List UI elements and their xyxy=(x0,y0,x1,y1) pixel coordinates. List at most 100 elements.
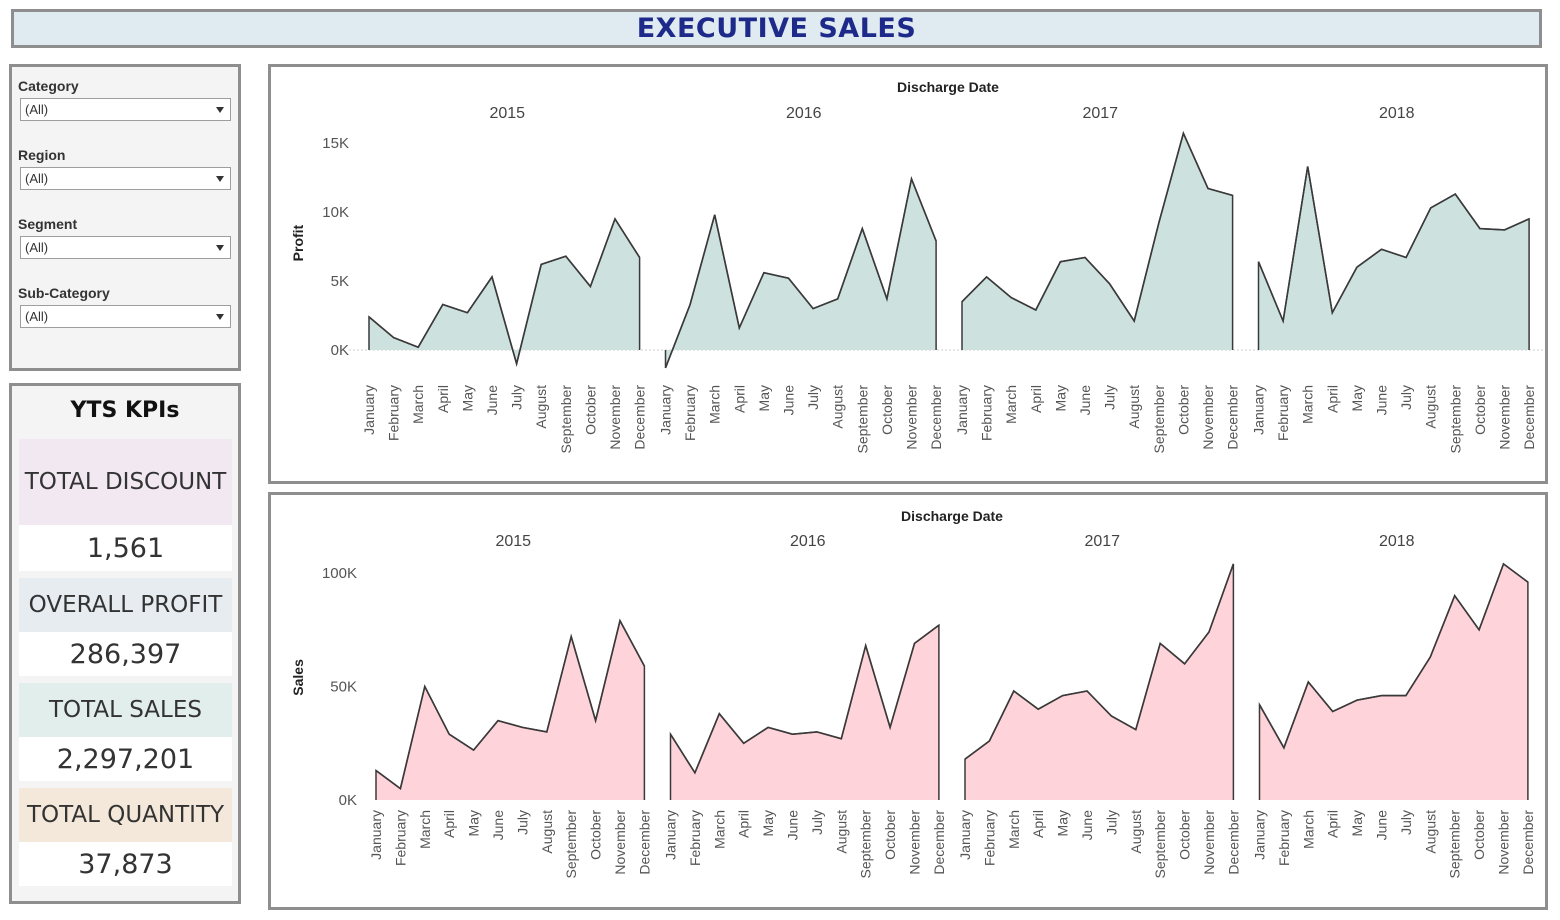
x-tick-label: December xyxy=(1521,385,1537,450)
x-tick-label: October xyxy=(1471,810,1487,860)
x-tick-label: March xyxy=(417,810,433,849)
kpi-panel-title: YTS KPIs xyxy=(70,398,180,423)
filter-region-select[interactable]: (All) xyxy=(20,167,231,190)
x-tick-label: May xyxy=(1052,385,1068,411)
filter-label-category: Category xyxy=(18,78,79,94)
chart-header-title: Discharge Date xyxy=(897,79,999,95)
x-tick-label: July xyxy=(1103,810,1119,835)
x-tick-label: February xyxy=(981,810,997,866)
year-header-2015: 2015 xyxy=(489,105,525,122)
x-tick-label: April xyxy=(1324,385,1340,413)
x-tick-label: November xyxy=(907,810,923,875)
x-tick-label: February xyxy=(386,385,402,441)
x-tick-label: June xyxy=(484,385,500,416)
year-header-2017: 2017 xyxy=(1082,105,1118,122)
x-tick-label: February xyxy=(1275,385,1291,441)
x-tick-label: March xyxy=(711,810,727,849)
y-tick-label: 100K xyxy=(322,565,357,582)
sales-area-2018 xyxy=(1259,563,1528,800)
filter-label-sub-category: Sub-Category xyxy=(18,285,110,301)
x-tick-label: September xyxy=(1447,810,1463,879)
x-tick-label: January xyxy=(1251,385,1267,435)
x-tick-label: February xyxy=(392,810,408,866)
kpi-total-discount-label: TOTAL DISCOUNT xyxy=(19,439,232,525)
x-tick-label: May xyxy=(1055,810,1071,836)
dashboard-title-bar: EXECUTIVE SALES xyxy=(11,9,1542,48)
profit-chart-panel: Discharge Date Profit 0K 5K 10K 15K 2015 Januar… xyxy=(268,64,1548,484)
filter-segment-select[interactable]: (All) xyxy=(20,236,231,259)
x-tick-label: November xyxy=(1497,385,1513,450)
x-tick-label: July xyxy=(809,810,825,835)
sales-area-2016 xyxy=(670,625,939,800)
filter-category-value: (All) xyxy=(25,102,49,117)
x-tick-label: October xyxy=(879,385,895,435)
x-tick-label: March xyxy=(1300,810,1316,849)
x-tick-label: September xyxy=(1152,810,1168,879)
x-tick-label: September xyxy=(558,385,574,454)
sales-line-2016 xyxy=(669,624,940,775)
chevron-down-icon xyxy=(216,107,224,113)
filter-label-region: Region xyxy=(18,147,66,163)
kpi-total-quantity-label: TOTAL QUANTITY xyxy=(19,788,232,842)
x-tick-label: August xyxy=(533,385,549,429)
profit-area-2016 xyxy=(665,178,937,368)
x-tick-label: June xyxy=(1374,810,1390,841)
x-tick-label: October xyxy=(1175,385,1191,435)
x-tick-label: August xyxy=(830,385,846,429)
x-tick-label: August xyxy=(1126,385,1142,429)
chevron-down-icon xyxy=(216,245,224,251)
filter-panel: Category (All) Region (All) Segment (All… xyxy=(9,64,241,371)
y-axis-label: Profit xyxy=(290,224,306,261)
x-tick-label: September xyxy=(563,810,579,879)
kpi-panel: YTS KPIs TOTAL DISCOUNT 1,561 OVERALL PR… xyxy=(9,383,241,904)
profit-line-2017 xyxy=(961,130,1233,323)
x-tick-label: November xyxy=(612,810,628,875)
filter-category-select[interactable]: (All) xyxy=(20,98,231,121)
profit-line-2015 xyxy=(368,217,641,367)
x-tick-label: April xyxy=(441,810,457,838)
filter-label-segment: Segment xyxy=(18,216,78,232)
year-header-2018: 2018 xyxy=(1379,105,1415,122)
x-tick-label: April xyxy=(1325,810,1341,838)
x-tick-label: February xyxy=(687,810,703,866)
y-tick-label: 0K xyxy=(331,342,349,359)
kpi-total-quantity-value: 37,873 xyxy=(19,842,232,886)
sales-area-2017 xyxy=(965,563,1234,800)
x-tick-label: December xyxy=(632,385,648,450)
x-tick-label: December xyxy=(931,810,947,875)
x-tick-label: April xyxy=(435,385,451,413)
year-header-2017: 2017 xyxy=(1084,533,1120,550)
filter-sub-category-select[interactable]: (All) xyxy=(20,305,231,328)
profit-area-2015 xyxy=(369,218,640,364)
x-tick-label: September xyxy=(1447,385,1463,454)
x-tick-label: October xyxy=(882,810,898,860)
x-tick-label: January xyxy=(1252,810,1268,860)
x-tick-label: March xyxy=(1006,810,1022,849)
x-tick-label: May xyxy=(1349,385,1365,411)
x-tick-label: December xyxy=(1520,810,1536,875)
x-tick-label: May xyxy=(466,810,482,836)
x-tick-label: August xyxy=(833,810,849,854)
profit-line-2016 xyxy=(664,176,937,369)
x-tick-label: March xyxy=(707,385,723,424)
x-tick-label: June xyxy=(1077,385,1093,416)
sales-chart-panel: Discharge Date Sales 0K 50K 100K 2015 January F… xyxy=(268,492,1548,910)
x-tick-label: April xyxy=(1028,385,1044,413)
profit-area-2017 xyxy=(962,133,1233,350)
x-tick-label: March xyxy=(1300,385,1316,424)
x-tick-label: February xyxy=(682,385,698,441)
year-header-2015: 2015 xyxy=(495,533,531,550)
x-tick-label: January xyxy=(368,810,384,860)
x-tick-label: June xyxy=(1374,385,1390,416)
x-tick-label: January xyxy=(954,385,970,435)
x-tick-label: April xyxy=(1030,810,1046,838)
x-tick-label: October xyxy=(582,385,598,435)
x-tick-label: June xyxy=(1079,810,1095,841)
x-tick-label: January xyxy=(663,810,679,860)
x-tick-label: August xyxy=(1423,385,1439,429)
x-tick-label: March xyxy=(1003,385,1019,424)
x-tick-label: November xyxy=(1200,385,1216,450)
profit-line-2018 xyxy=(1257,166,1530,324)
x-tick-label: September xyxy=(854,385,870,454)
x-tick-label: July xyxy=(805,385,821,410)
